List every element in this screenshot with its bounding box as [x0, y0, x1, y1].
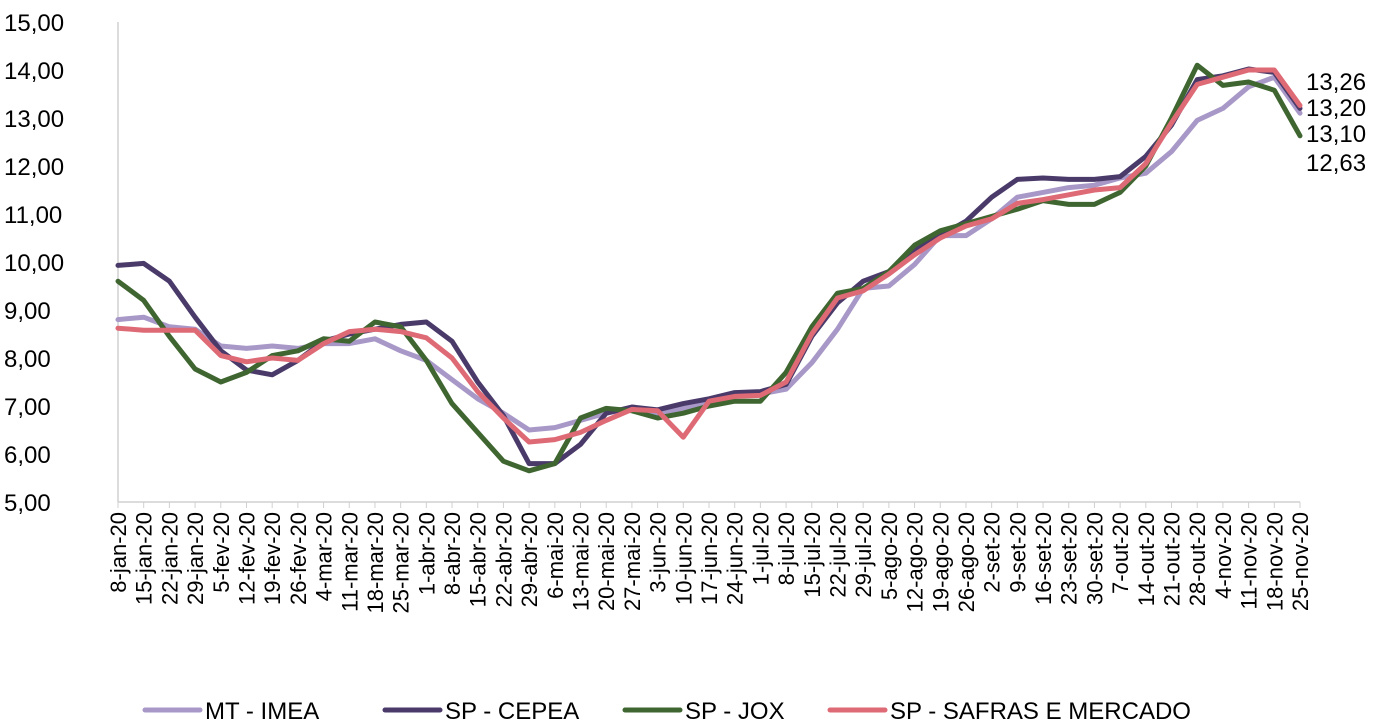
end-value-label: 13,10 — [1306, 121, 1366, 148]
x-tick-label: 16-set-20 — [1031, 512, 1056, 605]
x-tick-label: 15-jul-20 — [800, 512, 825, 598]
legend: MT - IMEA SP - CEPEA SP - JOX SP - SAFRAS E… — [142, 698, 1191, 725]
x-tick-label: 5-ago-20 — [877, 512, 902, 600]
x-tick-label: 22-abr-20 — [491, 512, 516, 607]
x-tick-label: 24-jun-20 — [723, 512, 748, 605]
axes — [117, 22, 1300, 503]
x-tick-label: 14-out-20 — [1134, 512, 1159, 606]
x-tick-label: 18-mar-20 — [363, 512, 388, 613]
x-tick-label: 10-jun-20 — [671, 512, 696, 605]
x-tick-label: 5-fev-20 — [209, 512, 234, 593]
x-tick-label: 25-mar-20 — [389, 512, 414, 613]
y-tick-label: 10,00 — [4, 250, 64, 277]
x-tick-label: 26-ago-20 — [954, 512, 979, 612]
end-value-label: 13,20 — [1306, 95, 1366, 122]
x-tick-label: 1-jul-20 — [748, 512, 773, 585]
x-tick-label: 6-mai-20 — [543, 512, 568, 599]
y-tick-label: 15,00 — [4, 10, 64, 37]
x-tick-label: 15-abr-20 — [466, 512, 491, 607]
x-tick-label: 15-jan-20 — [132, 512, 157, 605]
x-tick-label: 9-set-20 — [1005, 512, 1030, 593]
x-tick-label: 29-jul-20 — [851, 512, 876, 598]
x-tick-label: 3-jun-20 — [646, 512, 671, 593]
x-tick-label: 29-abr-20 — [517, 512, 542, 607]
x-tick-label: 8-abr-20 — [440, 512, 465, 595]
y-tick-label: 8,00 — [4, 346, 51, 373]
legend-label: MT - IMEA — [205, 698, 319, 725]
y-tick-label: 7,00 — [4, 394, 51, 421]
x-tick-label: 8-jul-20 — [774, 512, 799, 585]
legend-label: SP - CEPEA — [445, 698, 579, 725]
y-tick-label: 14,00 — [4, 58, 64, 85]
x-tick-label: 25-nov-20 — [1288, 512, 1313, 611]
x-tick-label: 30-set-20 — [1082, 512, 1107, 605]
y-axis-ticks: 5,00 6,00 7,00 8,00 9,00 10,00 11,00 12,00 13,00… — [4, 10, 64, 517]
x-tick-label: 22-jul-20 — [825, 512, 850, 598]
x-tick-label: 7-out-20 — [1108, 512, 1133, 594]
x-tick-label: 17-jun-20 — [697, 512, 722, 605]
x-tick-label: 28-out-20 — [1185, 512, 1210, 606]
x-tick-label: 4-mar-20 — [312, 512, 337, 601]
x-tick-label: 19-fev-20 — [260, 512, 285, 605]
x-axis-ticks: 8-jan-20 15-jan-20 22-jan-20 29-jan-20 5-fev… — [106, 502, 1313, 613]
legend-label: SP - SAFRAS E MERCADO — [890, 698, 1191, 725]
x-tick-label: 27-mai-20 — [620, 512, 645, 611]
x-tick-label: 21-out-20 — [1160, 512, 1185, 606]
y-tick-label: 11,00 — [4, 202, 62, 229]
x-tick-label: 19-ago-20 — [928, 512, 953, 612]
x-tick-label: 13-mai-20 — [569, 512, 594, 611]
series-line-0 — [115, 74, 1303, 433]
y-tick-label: 12,00 — [4, 154, 64, 181]
y-tick-label: 6,00 — [4, 442, 51, 469]
x-tick-label: 4-nov-20 — [1211, 512, 1236, 599]
series-line-2 — [115, 62, 1303, 474]
legend-label: SP - JOX — [685, 698, 785, 725]
x-tick-label: 8-jan-20 — [106, 512, 131, 593]
x-tick-label: 29-jan-20 — [183, 512, 208, 605]
x-tick-label: 11-nov-20 — [1237, 512, 1262, 609]
end-value-label: 13,26 — [1306, 69, 1366, 96]
x-tick-label: 22-jan-20 — [157, 512, 182, 605]
y-tick-label: 9,00 — [4, 298, 51, 325]
series-line-3 — [115, 67, 1303, 445]
y-tick-label: 5,00 — [4, 490, 51, 517]
series-lines — [115, 62, 1303, 474]
x-tick-label: 2-set-20 — [980, 512, 1005, 593]
x-tick-label: 12-fev-20 — [234, 512, 259, 605]
x-tick-label: 12-ago-20 — [903, 512, 928, 612]
y-tick-label: 13,00 — [4, 106, 64, 133]
x-tick-label: 23-set-20 — [1057, 512, 1082, 605]
end-value-label: 12,63 — [1306, 150, 1366, 177]
x-tick-label: 11-mar-20 — [337, 512, 362, 612]
x-tick-label: 1-abr-20 — [414, 512, 439, 595]
x-tick-label: 18-nov-20 — [1262, 512, 1287, 611]
x-tick-label: 20-mai-20 — [594, 512, 619, 611]
x-tick-label: 26-fev-20 — [286, 512, 311, 605]
